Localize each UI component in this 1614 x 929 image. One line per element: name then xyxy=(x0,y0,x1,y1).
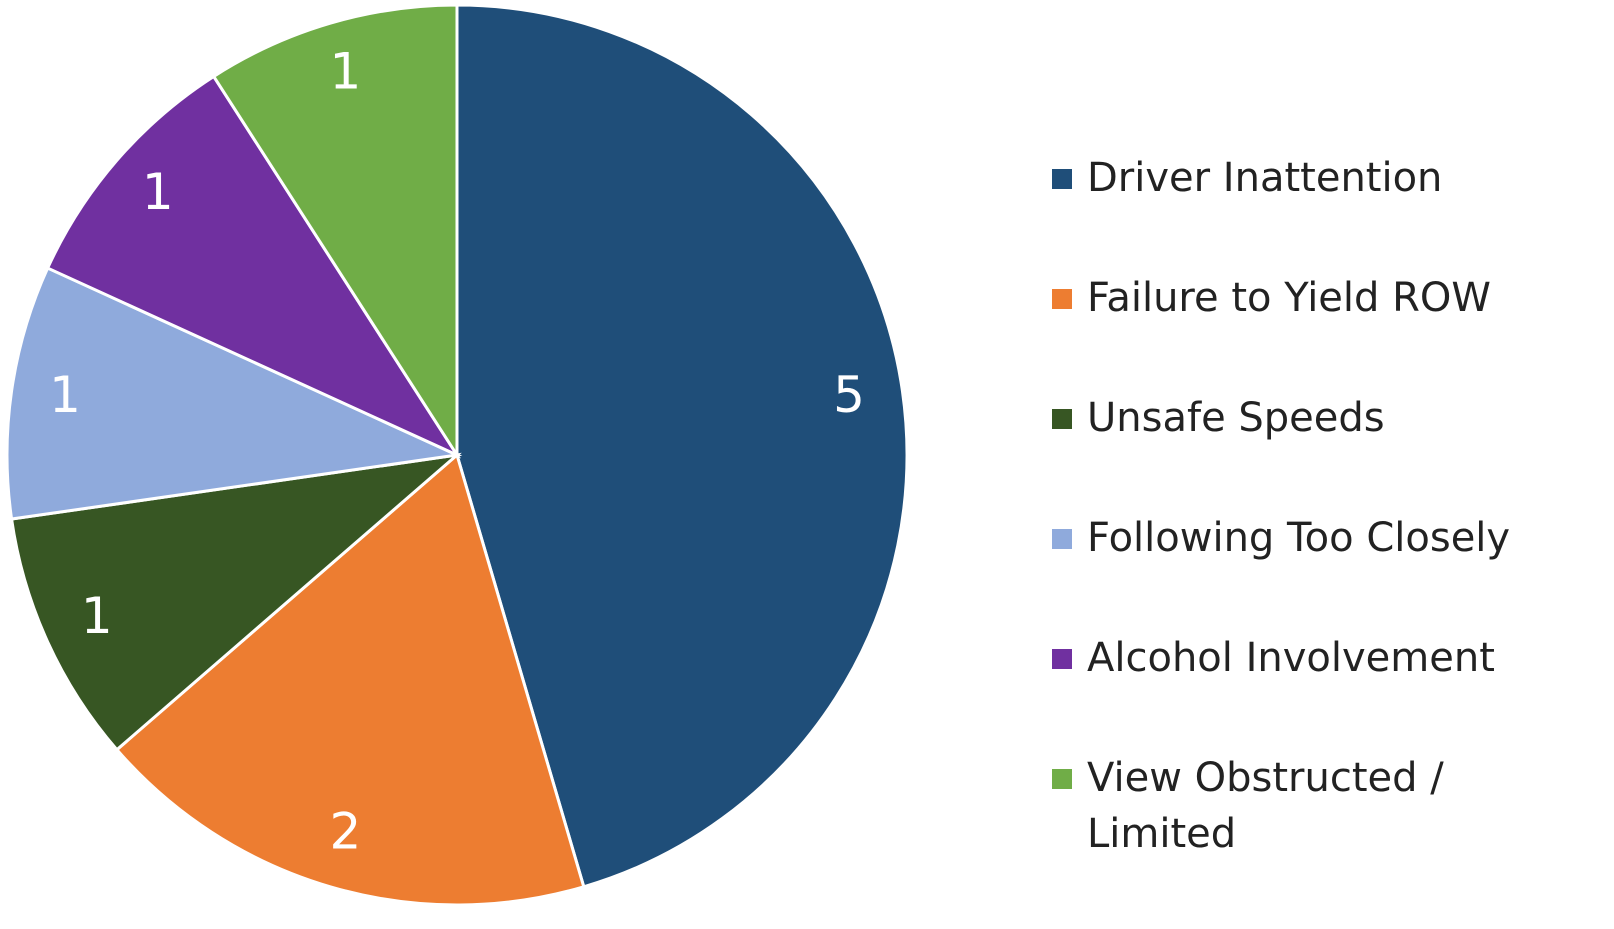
chart: 5 2 1 1 1 1 xyxy=(5,3,909,907)
legend-swatch xyxy=(1052,409,1072,429)
legend-swatch xyxy=(1052,169,1072,189)
data-label: 2 xyxy=(330,802,362,860)
legend-item: Failure to Yield ROW xyxy=(1052,270,1572,390)
legend-item: View Obstructed / Limited xyxy=(1052,750,1572,870)
legend-swatch xyxy=(1052,289,1072,309)
pie-slice xyxy=(455,3,909,889)
pie-slice xyxy=(9,452,462,752)
data-label: 1 xyxy=(142,163,174,221)
pie-slice xyxy=(5,266,463,521)
pie-slice xyxy=(45,74,462,459)
data-label: 1 xyxy=(49,366,81,424)
legend-label: Alcohol Involvement xyxy=(1087,635,1495,681)
legend-swatch xyxy=(1052,649,1072,669)
legend-label: Following Too Closely xyxy=(1087,515,1511,561)
legend-label: View Obstructed / Limited xyxy=(1087,755,1444,857)
legend-item: Following Too Closely xyxy=(1052,510,1572,630)
pie-slice xyxy=(114,452,586,907)
data-label: 1 xyxy=(330,43,362,101)
legend-item: Unsafe Speeds xyxy=(1052,390,1572,510)
legend: Driver Inattention Failure to Yield ROW Un… xyxy=(1052,150,1572,870)
legend-label: Driver Inattention xyxy=(1087,155,1443,201)
legend-item: Driver Inattention xyxy=(1052,150,1572,270)
pie-slice xyxy=(211,3,459,461)
legend-swatch xyxy=(1052,529,1072,549)
data-label: 1 xyxy=(81,587,113,645)
legend-swatch xyxy=(1052,769,1072,789)
legend-label: Unsafe Speeds xyxy=(1087,395,1385,441)
legend-label: Failure to Yield ROW xyxy=(1087,275,1491,321)
legend-item: Alcohol Involvement xyxy=(1052,630,1572,750)
data-label: 5 xyxy=(833,366,865,424)
